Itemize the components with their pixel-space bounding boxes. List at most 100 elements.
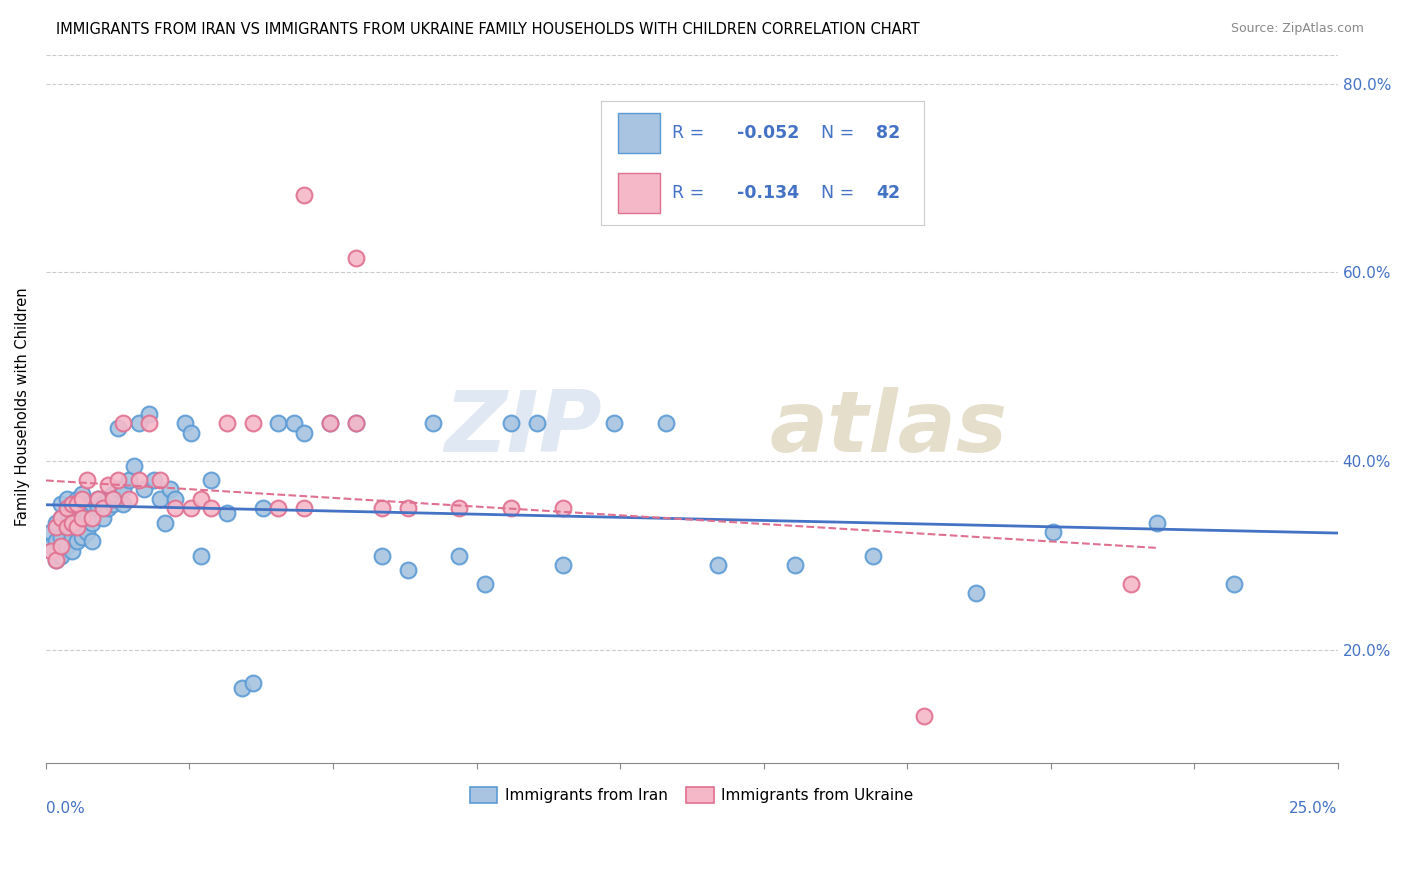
Text: 25.0%: 25.0% — [1289, 801, 1337, 816]
Point — [396, 501, 419, 516]
Point — [655, 417, 678, 431]
Point — [603, 417, 626, 431]
Point — [128, 417, 150, 431]
Point — [70, 491, 93, 506]
Point — [499, 501, 522, 516]
Point — [449, 501, 471, 516]
Point — [112, 417, 135, 431]
Point — [153, 516, 176, 530]
Point — [215, 506, 238, 520]
Point — [55, 539, 77, 553]
Point — [39, 524, 62, 539]
Point — [45, 553, 67, 567]
Point — [66, 520, 89, 534]
Point — [51, 497, 73, 511]
Point — [107, 483, 129, 497]
Point — [292, 188, 315, 202]
Point — [112, 497, 135, 511]
Point — [55, 506, 77, 520]
Point — [128, 473, 150, 487]
Point — [55, 491, 77, 506]
Point — [82, 534, 104, 549]
Point — [551, 558, 574, 572]
Point — [51, 549, 73, 563]
Point — [190, 549, 212, 563]
Point — [60, 530, 83, 544]
Point — [138, 407, 160, 421]
Point — [101, 491, 124, 506]
Point — [344, 417, 367, 431]
Point — [101, 497, 124, 511]
Point — [134, 483, 156, 497]
Point — [66, 534, 89, 549]
Point — [215, 417, 238, 431]
Text: 0.0%: 0.0% — [46, 801, 84, 816]
Point — [190, 491, 212, 506]
Point — [422, 417, 444, 431]
Text: ZIP: ZIP — [444, 387, 602, 470]
Point — [292, 501, 315, 516]
Point — [267, 417, 290, 431]
Point — [76, 511, 98, 525]
Text: Source: ZipAtlas.com: Source: ZipAtlas.com — [1230, 22, 1364, 36]
Point — [55, 520, 77, 534]
Point — [149, 491, 172, 506]
Point — [60, 544, 83, 558]
Point — [101, 487, 124, 501]
Point — [60, 511, 83, 525]
Point — [55, 520, 77, 534]
Text: IMMIGRANTS FROM IRAN VS IMMIGRANTS FROM UKRAINE FAMILY HOUSEHOLDS WITH CHILDREN : IMMIGRANTS FROM IRAN VS IMMIGRANTS FROM … — [56, 22, 920, 37]
Point — [159, 483, 181, 497]
Point — [344, 417, 367, 431]
Point — [82, 511, 104, 525]
Point — [97, 501, 120, 516]
Point — [51, 511, 73, 525]
Point — [912, 709, 935, 723]
Point — [231, 681, 253, 695]
Point — [60, 497, 83, 511]
Point — [97, 477, 120, 491]
Point — [474, 577, 496, 591]
Point — [1146, 516, 1168, 530]
Point — [70, 511, 93, 525]
Point — [39, 544, 62, 558]
Point — [1042, 524, 1064, 539]
Point — [149, 473, 172, 487]
Text: atlas: atlas — [769, 387, 1008, 470]
Point — [344, 252, 367, 266]
Point — [51, 530, 73, 544]
Point — [396, 563, 419, 577]
Point — [122, 458, 145, 473]
Point — [70, 501, 93, 516]
Point — [252, 501, 274, 516]
Point — [70, 487, 93, 501]
Point — [267, 501, 290, 516]
Point — [242, 417, 264, 431]
Point — [45, 516, 67, 530]
Point — [76, 473, 98, 487]
Point — [60, 516, 83, 530]
Point — [319, 417, 342, 431]
Point — [138, 417, 160, 431]
Point — [51, 539, 73, 553]
Point — [1223, 577, 1246, 591]
Point — [112, 483, 135, 497]
Point — [82, 516, 104, 530]
Point — [371, 549, 394, 563]
Point — [66, 520, 89, 534]
Point — [174, 417, 197, 431]
Point — [706, 558, 728, 572]
Point — [86, 491, 108, 506]
Point — [70, 516, 93, 530]
Point — [551, 501, 574, 516]
Point — [66, 506, 89, 520]
Point — [180, 425, 202, 440]
Point — [449, 549, 471, 563]
Point — [107, 421, 129, 435]
Point — [785, 558, 807, 572]
Point — [292, 425, 315, 440]
Point — [55, 501, 77, 516]
Point — [70, 530, 93, 544]
Point — [86, 491, 108, 506]
Point — [165, 501, 187, 516]
